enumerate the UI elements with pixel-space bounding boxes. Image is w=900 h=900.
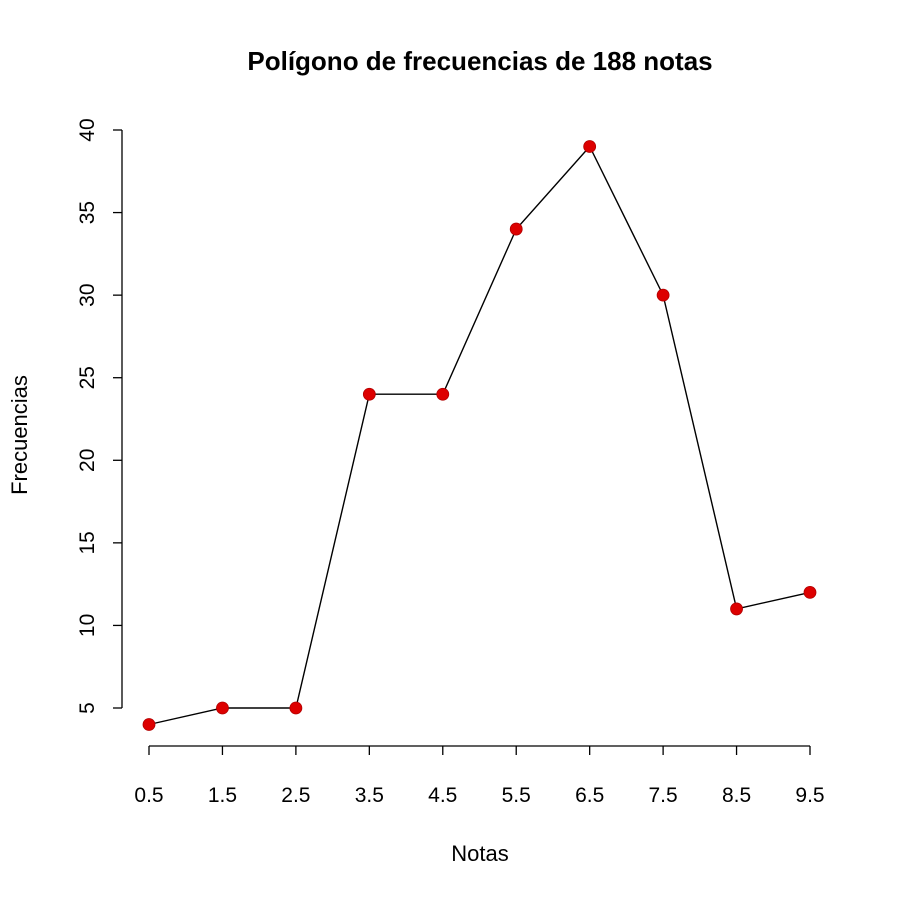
x-tick-label: 5.5 [502,784,531,807]
data-point [509,222,523,236]
data-point [142,718,156,731]
x-tick-label: 7.5 [649,784,678,807]
x-axis-label: Notas [451,841,508,866]
y-tick-label: 40 [76,118,99,141]
data-point [583,140,597,153]
x-tick-label: 2.5 [281,784,310,807]
data-point [656,288,670,302]
data-point [362,387,376,401]
x-tick-label: 4.5 [428,784,457,807]
y-axis-label: Frecuencias [7,375,32,495]
x-tick-label: 1.5 [208,784,237,807]
data-point [216,701,229,715]
y-tick-label: 30 [76,283,99,306]
x-tick-label: 9.5 [795,784,824,807]
data-point [289,701,303,715]
y-tick-label: 15 [76,531,99,554]
data-point [436,387,450,401]
y-tick-label: 5 [76,702,99,714]
chart-title: Polígono de frecuencias de 188 notas [247,46,712,76]
x-tick-label: 3.5 [355,784,384,807]
data-point [803,586,817,599]
x-tick-label: 0.5 [134,784,163,807]
y-axis-ticks: 5 10 15 20 25 30 35 40 [76,118,122,714]
x-axis-ticks: 0.5 1.5 2.5 3.5 4.5 5.5 6.5 7.5 8.5 9.5 [134,746,825,807]
y-tick-label: 20 [76,449,99,472]
y-tick-label: 25 [76,366,99,389]
data-point [730,602,743,616]
series-line [148,145,811,726]
data-points [142,140,817,731]
x-tick-label: 8.5 [722,784,751,807]
x-tick-label: 6.5 [575,784,604,807]
y-tick-label: 35 [76,201,99,224]
y-tick-label: 10 [76,614,99,637]
